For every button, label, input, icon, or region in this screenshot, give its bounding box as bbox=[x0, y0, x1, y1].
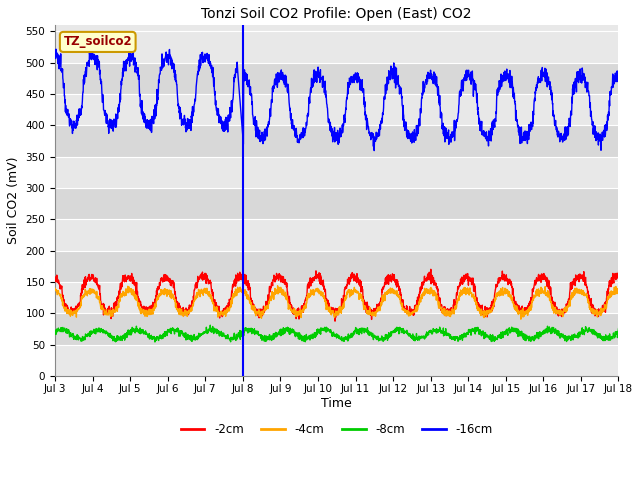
X-axis label: Time: Time bbox=[321, 396, 352, 409]
Y-axis label: Soil CO2 (mV): Soil CO2 (mV) bbox=[7, 157, 20, 244]
Bar bbox=[55, 282, 618, 313]
Legend: -2cm, -4cm, -8cm, -16cm: -2cm, -4cm, -8cm, -16cm bbox=[176, 418, 497, 441]
Bar bbox=[55, 125, 618, 156]
Text: TZ_soilco2: TZ_soilco2 bbox=[63, 36, 132, 48]
Bar bbox=[55, 31, 618, 62]
Bar bbox=[55, 345, 618, 376]
Bar bbox=[55, 313, 618, 345]
Bar bbox=[55, 188, 618, 219]
Bar bbox=[55, 62, 618, 94]
Bar bbox=[55, 94, 618, 125]
Bar bbox=[55, 219, 618, 251]
Bar bbox=[55, 251, 618, 282]
Bar bbox=[55, 156, 618, 188]
Title: Tonzi Soil CO2 Profile: Open (East) CO2: Tonzi Soil CO2 Profile: Open (East) CO2 bbox=[202, 7, 472, 21]
